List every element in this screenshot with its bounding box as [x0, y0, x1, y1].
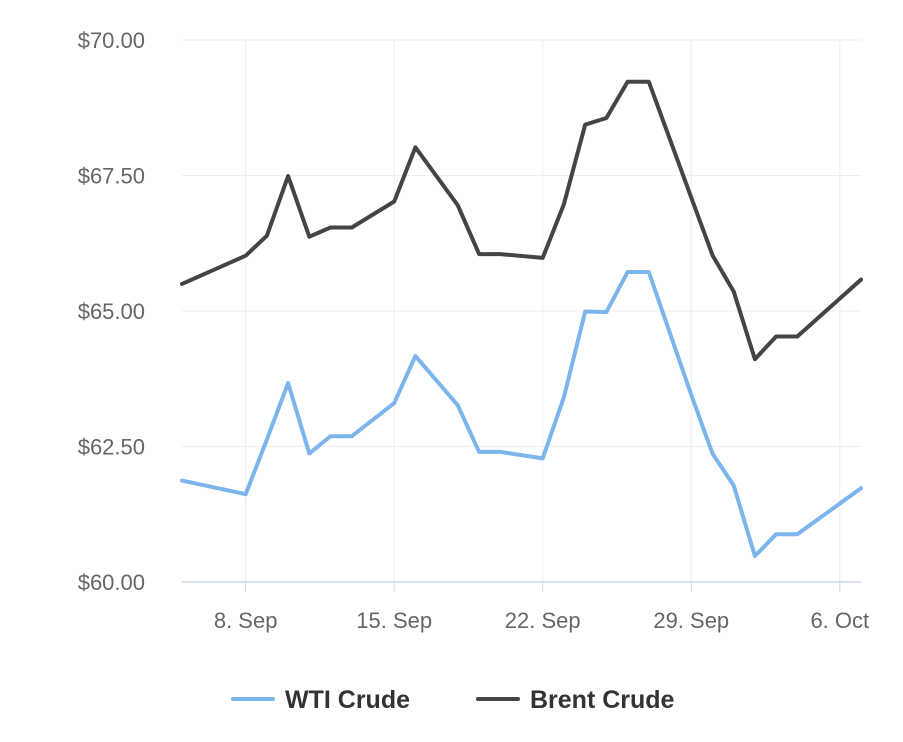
y-tick-label: $62.50: [78, 435, 145, 460]
grid-lines: [182, 39, 861, 582]
x-tick-label: 6. Oct: [810, 608, 869, 633]
y-tick-label: $67.50: [78, 164, 145, 189]
x-tick-label: 15. Sep: [356, 608, 432, 633]
x-tick-label: 22. Sep: [505, 608, 581, 633]
y-tick-label: $65.00: [78, 299, 145, 324]
y-axis-labels: $60.00 $62.50 $65.00 $67.50 $70.00: [78, 28, 145, 595]
x-axis: [182, 581, 861, 592]
series-layer: [180, 79, 863, 558]
legend: WTI Crude Brent Crude: [231, 686, 675, 714]
x-axis-labels: 8. Sep 15. Sep 22. Sep 29. Sep 6. Oct: [214, 608, 869, 633]
legend-item-brent-crude[interactable]: Brent Crude: [476, 686, 675, 714]
series-line-brent-crude: [180, 79, 863, 362]
legend-item-wti-crude[interactable]: WTI Crude: [231, 686, 410, 714]
legend-label: Brent Crude: [530, 686, 675, 714]
y-tick-label: $70.00: [78, 28, 145, 53]
y-tick-label: $60.00: [78, 570, 145, 595]
legend-label: WTI Crude: [285, 686, 410, 714]
x-tick-label: 29. Sep: [653, 608, 729, 633]
series-line-wti-crude: [180, 270, 863, 558]
x-tick-label: 8. Sep: [214, 608, 278, 633]
